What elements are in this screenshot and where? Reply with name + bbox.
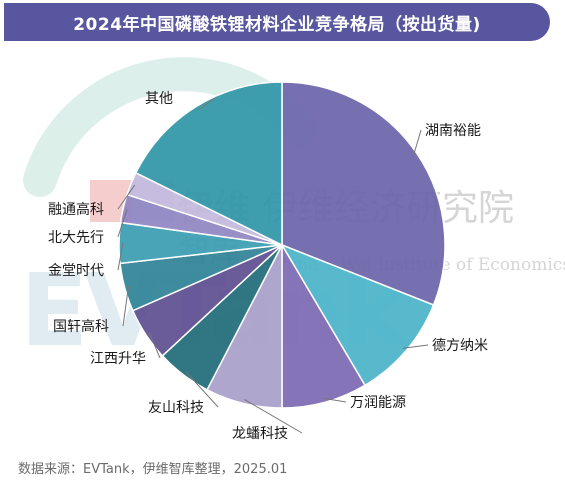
slice-label: 国轩高科 bbox=[53, 318, 109, 335]
slice-label: 德方纳米 bbox=[432, 338, 488, 354]
slice-label: 融通高科 bbox=[48, 201, 104, 218]
slice-label: 友山科技 bbox=[148, 400, 204, 416]
slice-label: 万润能源 bbox=[350, 395, 406, 411]
leader-line bbox=[117, 184, 136, 210]
slice-label: 湖南裕能 bbox=[425, 123, 481, 139]
pie-slice bbox=[134, 81, 283, 247]
leader-line bbox=[244, 399, 303, 434]
leader-line bbox=[197, 97, 216, 111]
leader-line bbox=[185, 371, 219, 408]
title-bar: 2024年中国磷酸铁锂材料企业竞争格局（按出货量) bbox=[4, 3, 550, 41]
leader-line bbox=[117, 242, 124, 271]
leader-line bbox=[117, 209, 128, 238]
leader-line bbox=[402, 344, 429, 349]
slice-label: 金堂时代 bbox=[48, 263, 104, 279]
pie-slices bbox=[118, 81, 446, 409]
leader-line bbox=[323, 397, 347, 403]
slice-label: 其他 bbox=[145, 91, 173, 107]
slice-label: 江西升华 bbox=[90, 351, 146, 367]
leader-line bbox=[413, 129, 422, 156]
data-source-note: 数据来源：EVTank，伊维智库整理，2025.01 bbox=[18, 462, 288, 477]
pie-leader-lines bbox=[117, 97, 429, 434]
slice-label: 龙蟠科技 bbox=[232, 426, 288, 442]
leader-line bbox=[122, 286, 129, 327]
pie-slice bbox=[281, 81, 446, 306]
leader-line bbox=[148, 332, 161, 359]
pie-slice bbox=[280, 243, 435, 387]
slice-label: 北大先行 bbox=[48, 230, 104, 246]
chart-title: 2024年中国磷酸铁锂材料企业竞争格局（按出货量) bbox=[73, 14, 481, 35]
pie-slice bbox=[281, 242, 367, 409]
